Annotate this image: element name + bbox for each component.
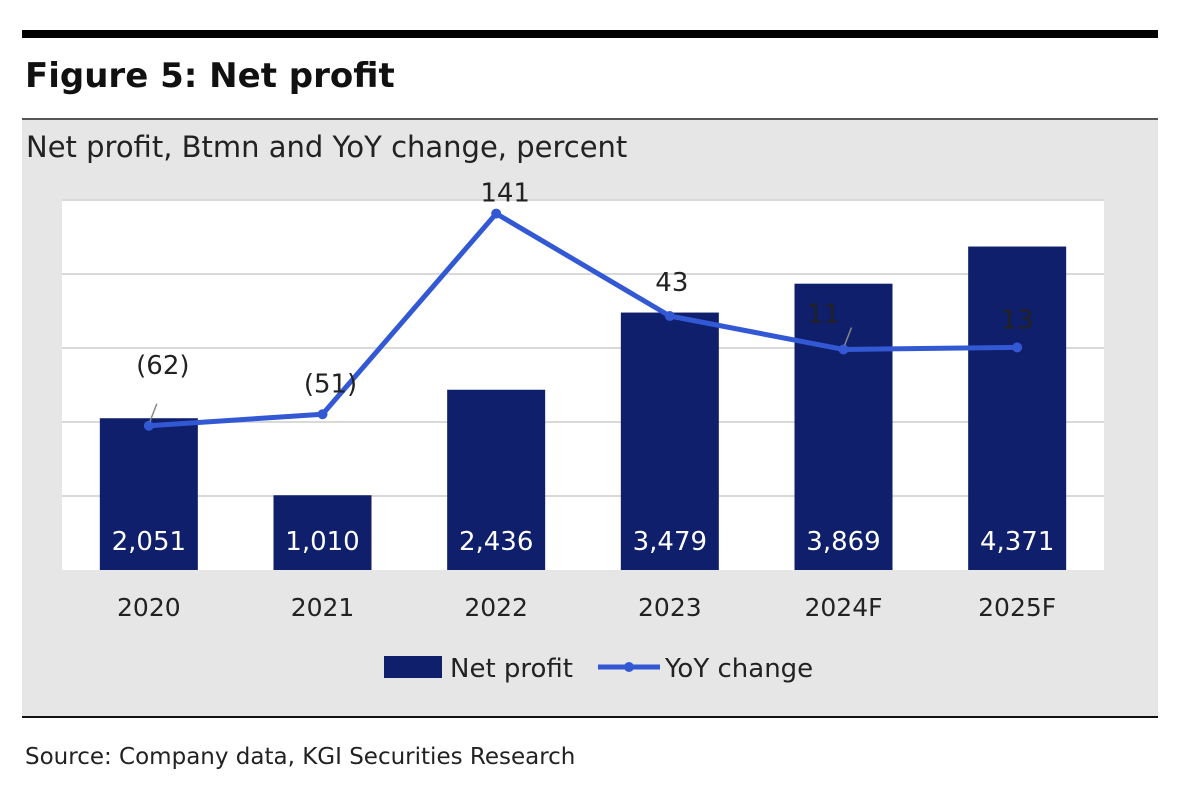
- yoy-label: 141: [480, 179, 530, 209]
- source-note: Source: Company data, KGI Securities Res…: [25, 744, 576, 770]
- yoy-point-2021: [317, 409, 328, 420]
- bar-label: 2,436: [459, 527, 533, 557]
- bar-label: 4,371: [980, 527, 1054, 557]
- x-tick-label: 2020: [117, 593, 181, 622]
- yoy-line: [148, 211, 1018, 429]
- x-tick-label: 2023: [638, 593, 702, 622]
- x-tick-label: 2025F: [978, 593, 1056, 622]
- yoy-label: (51): [304, 369, 357, 399]
- yoy-point-2025F: [1012, 342, 1023, 353]
- bar-2024F: [794, 283, 893, 570]
- yoy-label: 13: [1001, 305, 1034, 335]
- yoy-point-2022: [491, 208, 502, 219]
- legend-label-yoy: YoY change: [664, 654, 813, 684]
- plot-area: [62, 200, 1104, 570]
- label-leader-line: [149, 403, 158, 423]
- bar-2022: [447, 389, 546, 570]
- x-tick-label: 2022: [464, 593, 528, 622]
- figure-title: Figure 5: Net profit: [25, 56, 395, 96]
- bar-2020: [99, 418, 198, 570]
- yoy-label: 43: [655, 268, 688, 298]
- bar-label: 1,010: [285, 527, 359, 557]
- bar-2021: [273, 495, 372, 570]
- yoy-point-2020: [143, 420, 154, 431]
- bar-label: 3,479: [633, 527, 707, 557]
- legend-label-net-profit: Net profit: [450, 654, 573, 684]
- yoy-label: (62): [136, 351, 189, 381]
- x-tick-label: 2021: [291, 593, 355, 622]
- top-rule: [22, 30, 1158, 38]
- chart-title: Net profit, Btmn and YoY change, percent: [26, 130, 628, 164]
- bar-2023: [620, 312, 719, 570]
- label-leader-line: [843, 327, 853, 346]
- yoy-point-2023: [664, 311, 675, 322]
- x-tick-label: 2024F: [804, 593, 882, 622]
- legend-swatch-net-profit: [384, 656, 442, 678]
- legend-swatch-yoy-marker: [624, 662, 634, 672]
- bar-label: 3,869: [806, 527, 880, 557]
- yoy-label: 11: [807, 299, 840, 329]
- bar-label: 2,051: [112, 527, 186, 557]
- yoy-point-2024F: [838, 344, 849, 355]
- bar-2025F: [968, 246, 1067, 570]
